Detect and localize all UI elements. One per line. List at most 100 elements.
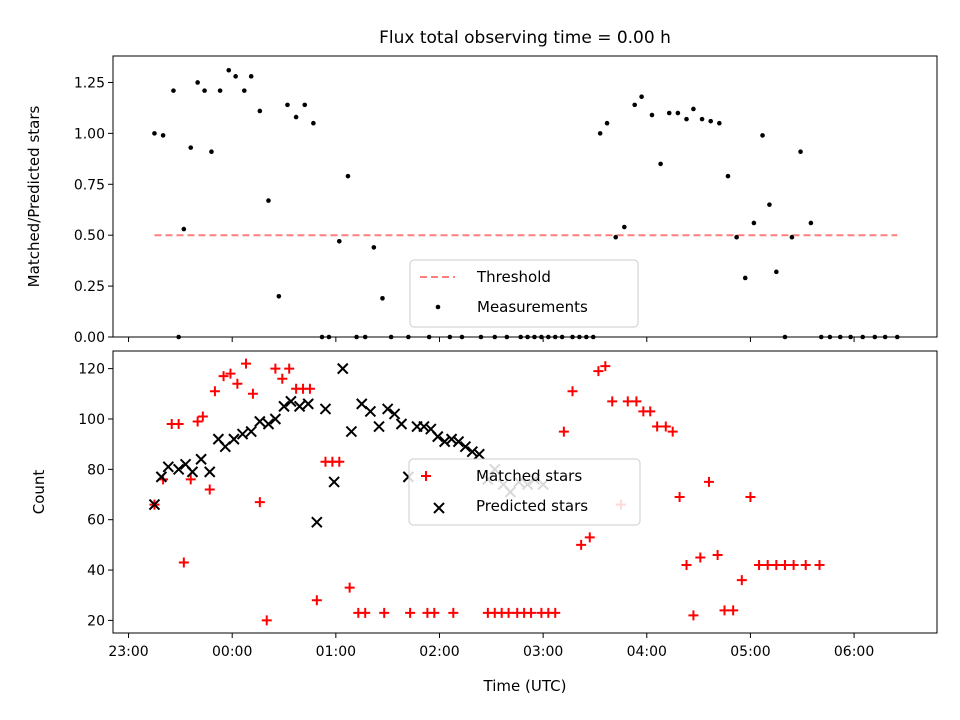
top-y-axis-label: Matched/Predicted stars	[25, 106, 43, 288]
matched-point	[576, 539, 587, 550]
measurement-point	[257, 108, 263, 114]
top-panel: 0.00 0.25 0.50 0.75 1.00 1.25 Matched/Predicte…	[25, 55, 938, 346]
measurement-point	[152, 131, 157, 136]
matched-point	[241, 358, 252, 369]
bottom-xtick-label: 04:00	[627, 644, 667, 660]
matched-point	[754, 560, 765, 571]
measurement-point	[293, 114, 299, 120]
bottom-xtick-label: 05:00	[730, 644, 770, 660]
matched-point	[254, 497, 265, 508]
predicted-point	[438, 435, 451, 448]
measurement-point	[217, 88, 223, 93]
matched-point	[232, 378, 243, 389]
legend-matched-swatch	[421, 471, 431, 481]
measurement-point	[760, 133, 765, 138]
measurement-point	[171, 88, 176, 93]
predicted-point	[155, 471, 168, 483]
measurement-point	[725, 173, 731, 179]
bottom-xtick-label: 23:00	[108, 644, 148, 660]
bottom-legend: Matched stars Predicted stars	[408, 458, 641, 526]
matched-point	[405, 607, 416, 618]
matched-point	[667, 426, 678, 437]
predicted-point	[269, 413, 282, 425]
predicted-point	[245, 425, 257, 438]
measurement-point	[774, 269, 779, 275]
bottom-legend-box	[408, 458, 641, 526]
measurement-point	[708, 118, 714, 124]
predicted-point	[373, 420, 385, 433]
predicted-point	[473, 448, 485, 460]
bottom-xtick-label: 01:00	[316, 644, 356, 660]
bottom-xtick-label: 03:00	[523, 644, 563, 660]
measurement-point	[202, 88, 207, 93]
measurement-point	[717, 120, 722, 126]
legend-measurements-swatch	[435, 304, 441, 310]
measurement-point	[380, 296, 385, 301]
predicted-point	[262, 418, 275, 430]
top-legend: Threshold Measurements	[409, 259, 639, 328]
predicted-point	[285, 395, 297, 408]
bottom-axes-frame	[112, 350, 938, 634]
measurement-point	[666, 110, 672, 116]
matched-point	[607, 396, 618, 407]
predicted-point	[319, 403, 332, 415]
measurement-point	[371, 245, 377, 250]
measurement-point	[248, 74, 254, 79]
measurement-point	[276, 293, 282, 299]
predicted-point	[395, 418, 408, 430]
matched-point	[277, 373, 288, 384]
measurement-point	[798, 149, 803, 155]
bottom-y-axis-label: Count	[30, 470, 48, 515]
matched-point	[448, 607, 459, 618]
measurement-point	[613, 234, 618, 240]
measurement-point	[658, 161, 663, 167]
matched-point	[567, 386, 578, 397]
bottom-ytick-label: 60	[87, 513, 105, 529]
matched-point	[550, 607, 561, 618]
matched-point	[204, 484, 215, 495]
matched-point	[660, 421, 671, 432]
predicted-point	[364, 405, 377, 418]
matched-point	[736, 575, 747, 586]
top-ytick-label: 0.75	[74, 177, 105, 193]
legend-matched-label: Matched stars	[476, 467, 582, 485]
legend-predicted-label: Predicted stars	[476, 497, 588, 515]
predicted-point	[302, 398, 314, 410]
measurement-point	[604, 120, 610, 126]
bottom-series-matched-stars	[149, 358, 825, 626]
matched-point	[645, 406, 656, 417]
measurement-point	[691, 106, 696, 112]
predicted-point	[278, 400, 290, 413]
measurement-point	[336, 238, 342, 244]
predicted-point	[418, 420, 430, 433]
predicted-point	[148, 498, 161, 511]
matched-point	[600, 361, 611, 372]
predicted-point	[452, 435, 465, 448]
matched-point	[800, 560, 811, 571]
matched-point	[779, 560, 790, 571]
measurement-point	[209, 149, 214, 155]
measurement-point	[597, 131, 603, 136]
top-ytick-label: 0.25	[74, 279, 105, 295]
measurement-point	[622, 224, 627, 230]
measurement-point	[345, 173, 351, 179]
matched-point	[526, 607, 537, 618]
bottom-ytick-label: 80	[87, 462, 105, 478]
measurement-point	[734, 234, 739, 240]
matched-point	[197, 411, 208, 422]
top-ytick-label: 1.00	[74, 126, 105, 142]
top-ytick-label: 0.50	[74, 228, 105, 244]
predicted-point	[204, 466, 216, 478]
matched-point	[379, 607, 390, 618]
matched-point	[304, 383, 315, 394]
predicted-point	[445, 433, 458, 445]
matched-point	[719, 605, 730, 616]
matched-point	[225, 368, 236, 379]
predicted-point	[337, 362, 349, 375]
matched-point	[695, 552, 706, 563]
predicted-point	[186, 466, 199, 478]
matched-point	[173, 419, 184, 430]
matched-point	[703, 476, 714, 487]
bottom-ytick-label: 120	[78, 362, 105, 378]
predicted-point	[432, 430, 444, 443]
